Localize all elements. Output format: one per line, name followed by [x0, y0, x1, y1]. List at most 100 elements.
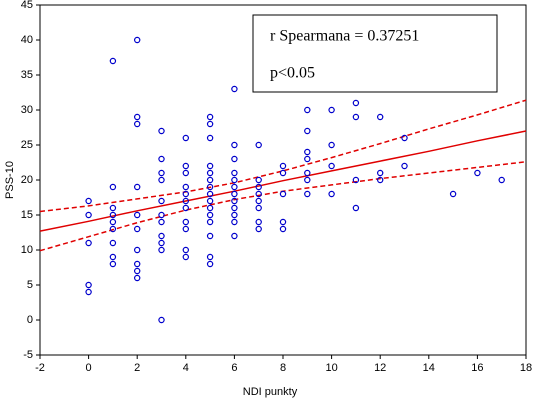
point — [85, 281, 92, 289]
x-tick-label: 4 — [183, 362, 189, 374]
point — [474, 169, 481, 177]
point — [133, 225, 141, 233]
point — [158, 246, 165, 254]
y-tick-label: 45 — [21, 0, 33, 11]
y-tick-label: 25 — [21, 139, 33, 151]
point — [182, 204, 189, 212]
point — [206, 176, 214, 184]
point — [231, 85, 238, 93]
x-tick-label: 16 — [471, 362, 483, 374]
point — [109, 204, 117, 212]
y-tick-label: 35 — [21, 69, 33, 81]
point — [206, 211, 214, 219]
y-tick-label: 0 — [27, 314, 33, 326]
point — [377, 169, 384, 177]
point — [182, 197, 189, 205]
point — [231, 176, 238, 184]
point — [279, 225, 287, 233]
point — [133, 246, 141, 254]
point — [279, 190, 287, 198]
point — [158, 169, 165, 177]
y-axis-label: PSS-10 — [4, 161, 16, 199]
point — [255, 141, 262, 149]
point — [304, 148, 311, 156]
point — [231, 141, 238, 149]
point — [255, 204, 262, 212]
x-tick-label: 10 — [325, 362, 337, 374]
point — [109, 183, 117, 191]
point — [158, 218, 165, 226]
x-tick-label: -2 — [35, 362, 45, 374]
point — [133, 260, 141, 268]
point — [158, 232, 165, 240]
point — [304, 106, 311, 114]
point — [206, 232, 214, 240]
point — [255, 197, 262, 205]
point — [401, 162, 408, 170]
point — [133, 211, 141, 219]
point — [182, 183, 189, 191]
point — [85, 288, 92, 296]
point — [352, 176, 360, 184]
point — [158, 155, 165, 163]
point — [231, 211, 238, 219]
point — [498, 176, 505, 184]
point — [109, 211, 117, 219]
point — [206, 260, 214, 268]
point — [231, 183, 238, 191]
point — [304, 190, 311, 198]
point — [206, 190, 214, 198]
annotation-box — [252, 14, 498, 93]
point — [328, 190, 335, 198]
point — [304, 155, 311, 163]
point — [158, 316, 165, 324]
point — [206, 169, 214, 177]
fit-line — [39, 130, 527, 232]
point — [182, 190, 189, 198]
point — [182, 134, 189, 142]
point — [304, 176, 311, 184]
point — [182, 253, 189, 261]
point — [206, 134, 214, 142]
point — [182, 225, 189, 233]
point — [352, 113, 360, 121]
point — [85, 211, 92, 219]
point — [158, 211, 165, 219]
point — [377, 176, 384, 184]
point — [206, 113, 214, 121]
point — [85, 239, 92, 247]
x-tick-label: 8 — [280, 362, 286, 374]
x-tick-label: 12 — [374, 362, 386, 374]
point — [109, 218, 117, 226]
point — [133, 267, 141, 275]
point — [109, 260, 117, 268]
x-axis-label: NDI punkty — [243, 386, 298, 398]
point — [352, 99, 360, 107]
point — [206, 197, 214, 205]
point — [109, 239, 117, 247]
point — [133, 274, 141, 282]
point — [279, 218, 287, 226]
point — [377, 113, 384, 121]
point — [206, 120, 214, 128]
point — [255, 176, 262, 184]
point — [255, 218, 262, 226]
point — [158, 197, 165, 205]
point — [158, 239, 165, 247]
annotation: p<0.05 — [270, 65, 315, 82]
y-tick-label: 20 — [21, 174, 33, 186]
y-tick-label: -5 — [23, 349, 33, 361]
point — [304, 127, 311, 135]
x-tick-label: 0 — [86, 362, 92, 374]
point — [109, 253, 117, 261]
point — [279, 169, 287, 177]
point — [328, 141, 335, 149]
point — [231, 218, 238, 226]
point — [304, 169, 311, 177]
x-tick-label: 14 — [423, 362, 435, 374]
point — [182, 246, 189, 254]
point — [206, 218, 214, 226]
point — [231, 197, 238, 205]
point — [85, 197, 92, 205]
